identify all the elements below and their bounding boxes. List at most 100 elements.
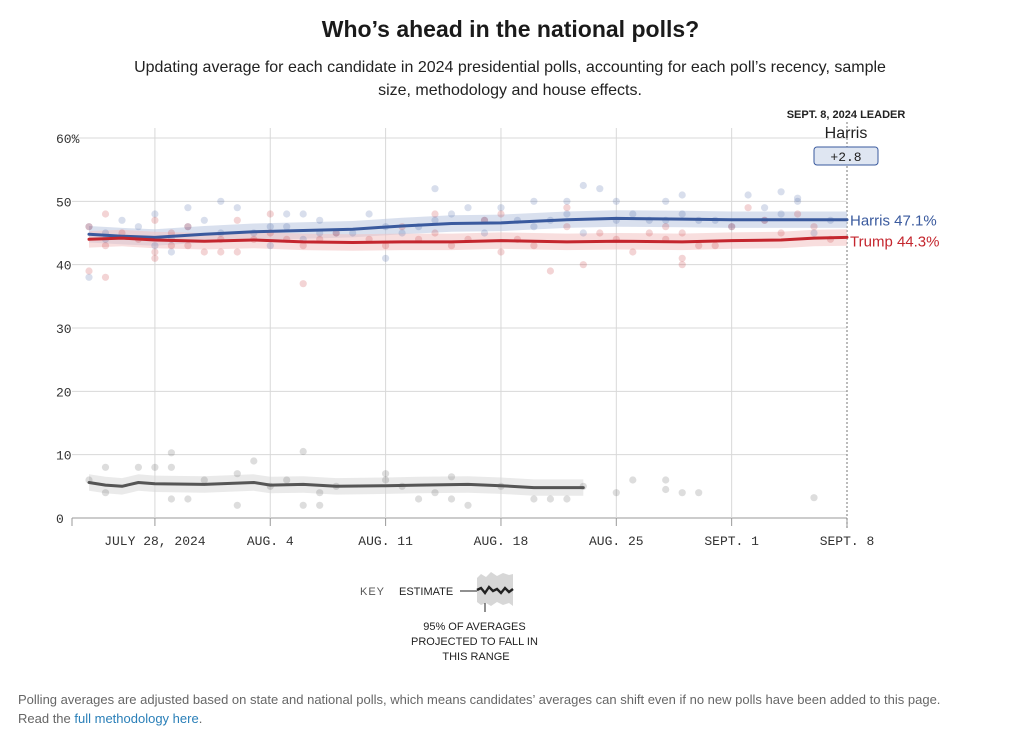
trump-poll-dot (85, 267, 93, 275)
harris-poll-dot (332, 229, 340, 237)
footnote-text: Polling averages are adjusted based on s… (18, 692, 941, 707)
other-poll-dot (233, 501, 241, 509)
x-tick-label: AUG. 11 (358, 534, 413, 549)
y-tick-label: 40 (56, 259, 72, 274)
other-poll-dot (695, 489, 703, 497)
leader-heading: SEPT. 8, 2024 LEADER (787, 109, 906, 121)
harris-average-line (87, 216, 849, 239)
trump-poll-dot (497, 248, 505, 256)
trump-poll-dot (431, 210, 439, 218)
trump-poll-dot (596, 229, 604, 237)
grid-layer (71, 122, 848, 530)
x-tick-label: JULY 28, 2024 (104, 534, 206, 549)
harris-poll-dot (85, 273, 93, 281)
harris-poll-dot (678, 210, 686, 218)
harris-poll-dot (118, 216, 126, 224)
trump-poll-dot (579, 261, 587, 269)
harris-end-label: Harris 47.1% (850, 213, 937, 230)
other-poll-dot (299, 447, 307, 456)
harris-poll-dot (447, 210, 456, 218)
other-poll-dot (283, 476, 291, 484)
other-poll-dot (678, 489, 686, 497)
leader-margin: +2.8 (830, 150, 861, 165)
average-lines (87, 216, 849, 490)
harris-poll-dot (349, 229, 357, 237)
harris-poll-dot (579, 229, 587, 237)
trump-poll-dot (629, 248, 637, 256)
other-poll-dot (629, 476, 637, 484)
key-range-note-line-2: PROJECTED TO FALL IN (411, 636, 538, 648)
harris-poll-dot (184, 204, 192, 212)
trump-poll-dot (101, 273, 110, 281)
harris-poll-dot (662, 197, 670, 205)
trump-poll-dot (184, 242, 192, 250)
trump-poll-dot (151, 248, 159, 256)
trump-poll-dot (233, 216, 241, 224)
footnote-suffix: . (198, 711, 203, 726)
other-poll-dot (167, 463, 175, 471)
y-tick-label: 0 (56, 512, 64, 527)
x-tick-label: SEPT. 8 (820, 534, 875, 549)
y-tick-label: 10 (56, 449, 72, 464)
trump-average-line (87, 235, 849, 244)
trump-poll-dot (744, 204, 752, 212)
key-range-note: 95% OF AVERAGES PROJECTED TO FALL IN THI… (411, 621, 541, 663)
harris-poll-dot (596, 185, 604, 193)
trump-poll-dot (678, 229, 686, 237)
other-poll-dot (662, 485, 670, 494)
trump-poll-dot (431, 229, 439, 237)
key-range-note-line-1: 95% OF AVERAGES (423, 621, 526, 633)
trump-poll-dot (728, 223, 736, 231)
trump-poll-dot (645, 229, 653, 237)
trump-poll-dot (101, 210, 110, 218)
harris-poll-dot (200, 216, 208, 224)
other-poll-dot (151, 463, 159, 471)
harris-poll-dot (761, 204, 769, 212)
other-poll-dot (101, 463, 110, 471)
harris-poll-dot (794, 197, 802, 205)
other-poll-dot (167, 495, 175, 503)
trump-poll-dot (332, 229, 340, 237)
methodology-link[interactable]: full methodology here (74, 711, 199, 726)
harris-poll-dot (530, 223, 538, 231)
trump-poll-dot (777, 229, 785, 237)
harris-poll-dot (810, 229, 818, 237)
other-poll-dot (200, 476, 208, 484)
harris-poll-dot (563, 210, 571, 218)
harris-poll-dot (728, 223, 736, 231)
harris-poll-dot (151, 210, 159, 218)
other-poll-dot (530, 495, 538, 503)
harris-poll-dot (167, 248, 175, 256)
other-poll-dot (250, 457, 258, 465)
harris-poll-dot (151, 242, 159, 250)
other-poll-dot (101, 489, 110, 497)
harris-poll-dot (744, 191, 752, 199)
trump-poll-dot (217, 248, 225, 256)
other-poll-dot (233, 470, 241, 478)
leader-panel: SEPT. 8, 2024 LEADER Harris +2.8 (787, 109, 906, 166)
harris-poll-dot (316, 216, 324, 224)
other-poll-dot (447, 473, 456, 481)
x-tick-label: SEPT. 1 (704, 534, 759, 549)
trump-poll-dot (447, 242, 456, 250)
harris-poll-dot (266, 242, 274, 250)
harris-poll-dot (217, 197, 225, 205)
other-poll-dot (415, 495, 423, 503)
trump-poll-dot (563, 204, 571, 212)
other-poll-dot (316, 501, 324, 509)
other-poll-dot (546, 495, 555, 503)
trump-poll-dot (200, 248, 208, 256)
harris-poll-dot (678, 191, 686, 199)
trump-poll-dot (810, 223, 818, 231)
harris-poll-dot (777, 188, 785, 196)
y-tick-label: 20 (56, 385, 72, 400)
other-poll-dot (464, 501, 472, 509)
harris-poll-dot (299, 210, 307, 218)
chart-title: Who’s ahead in the national polls? (321, 16, 700, 42)
harris-poll-dot (563, 197, 571, 205)
harris-poll-dot (497, 204, 505, 212)
trump-band (89, 229, 847, 251)
other-poll-dot (299, 501, 307, 509)
other-average-line (87, 481, 585, 490)
other-poll-dot (447, 495, 456, 503)
